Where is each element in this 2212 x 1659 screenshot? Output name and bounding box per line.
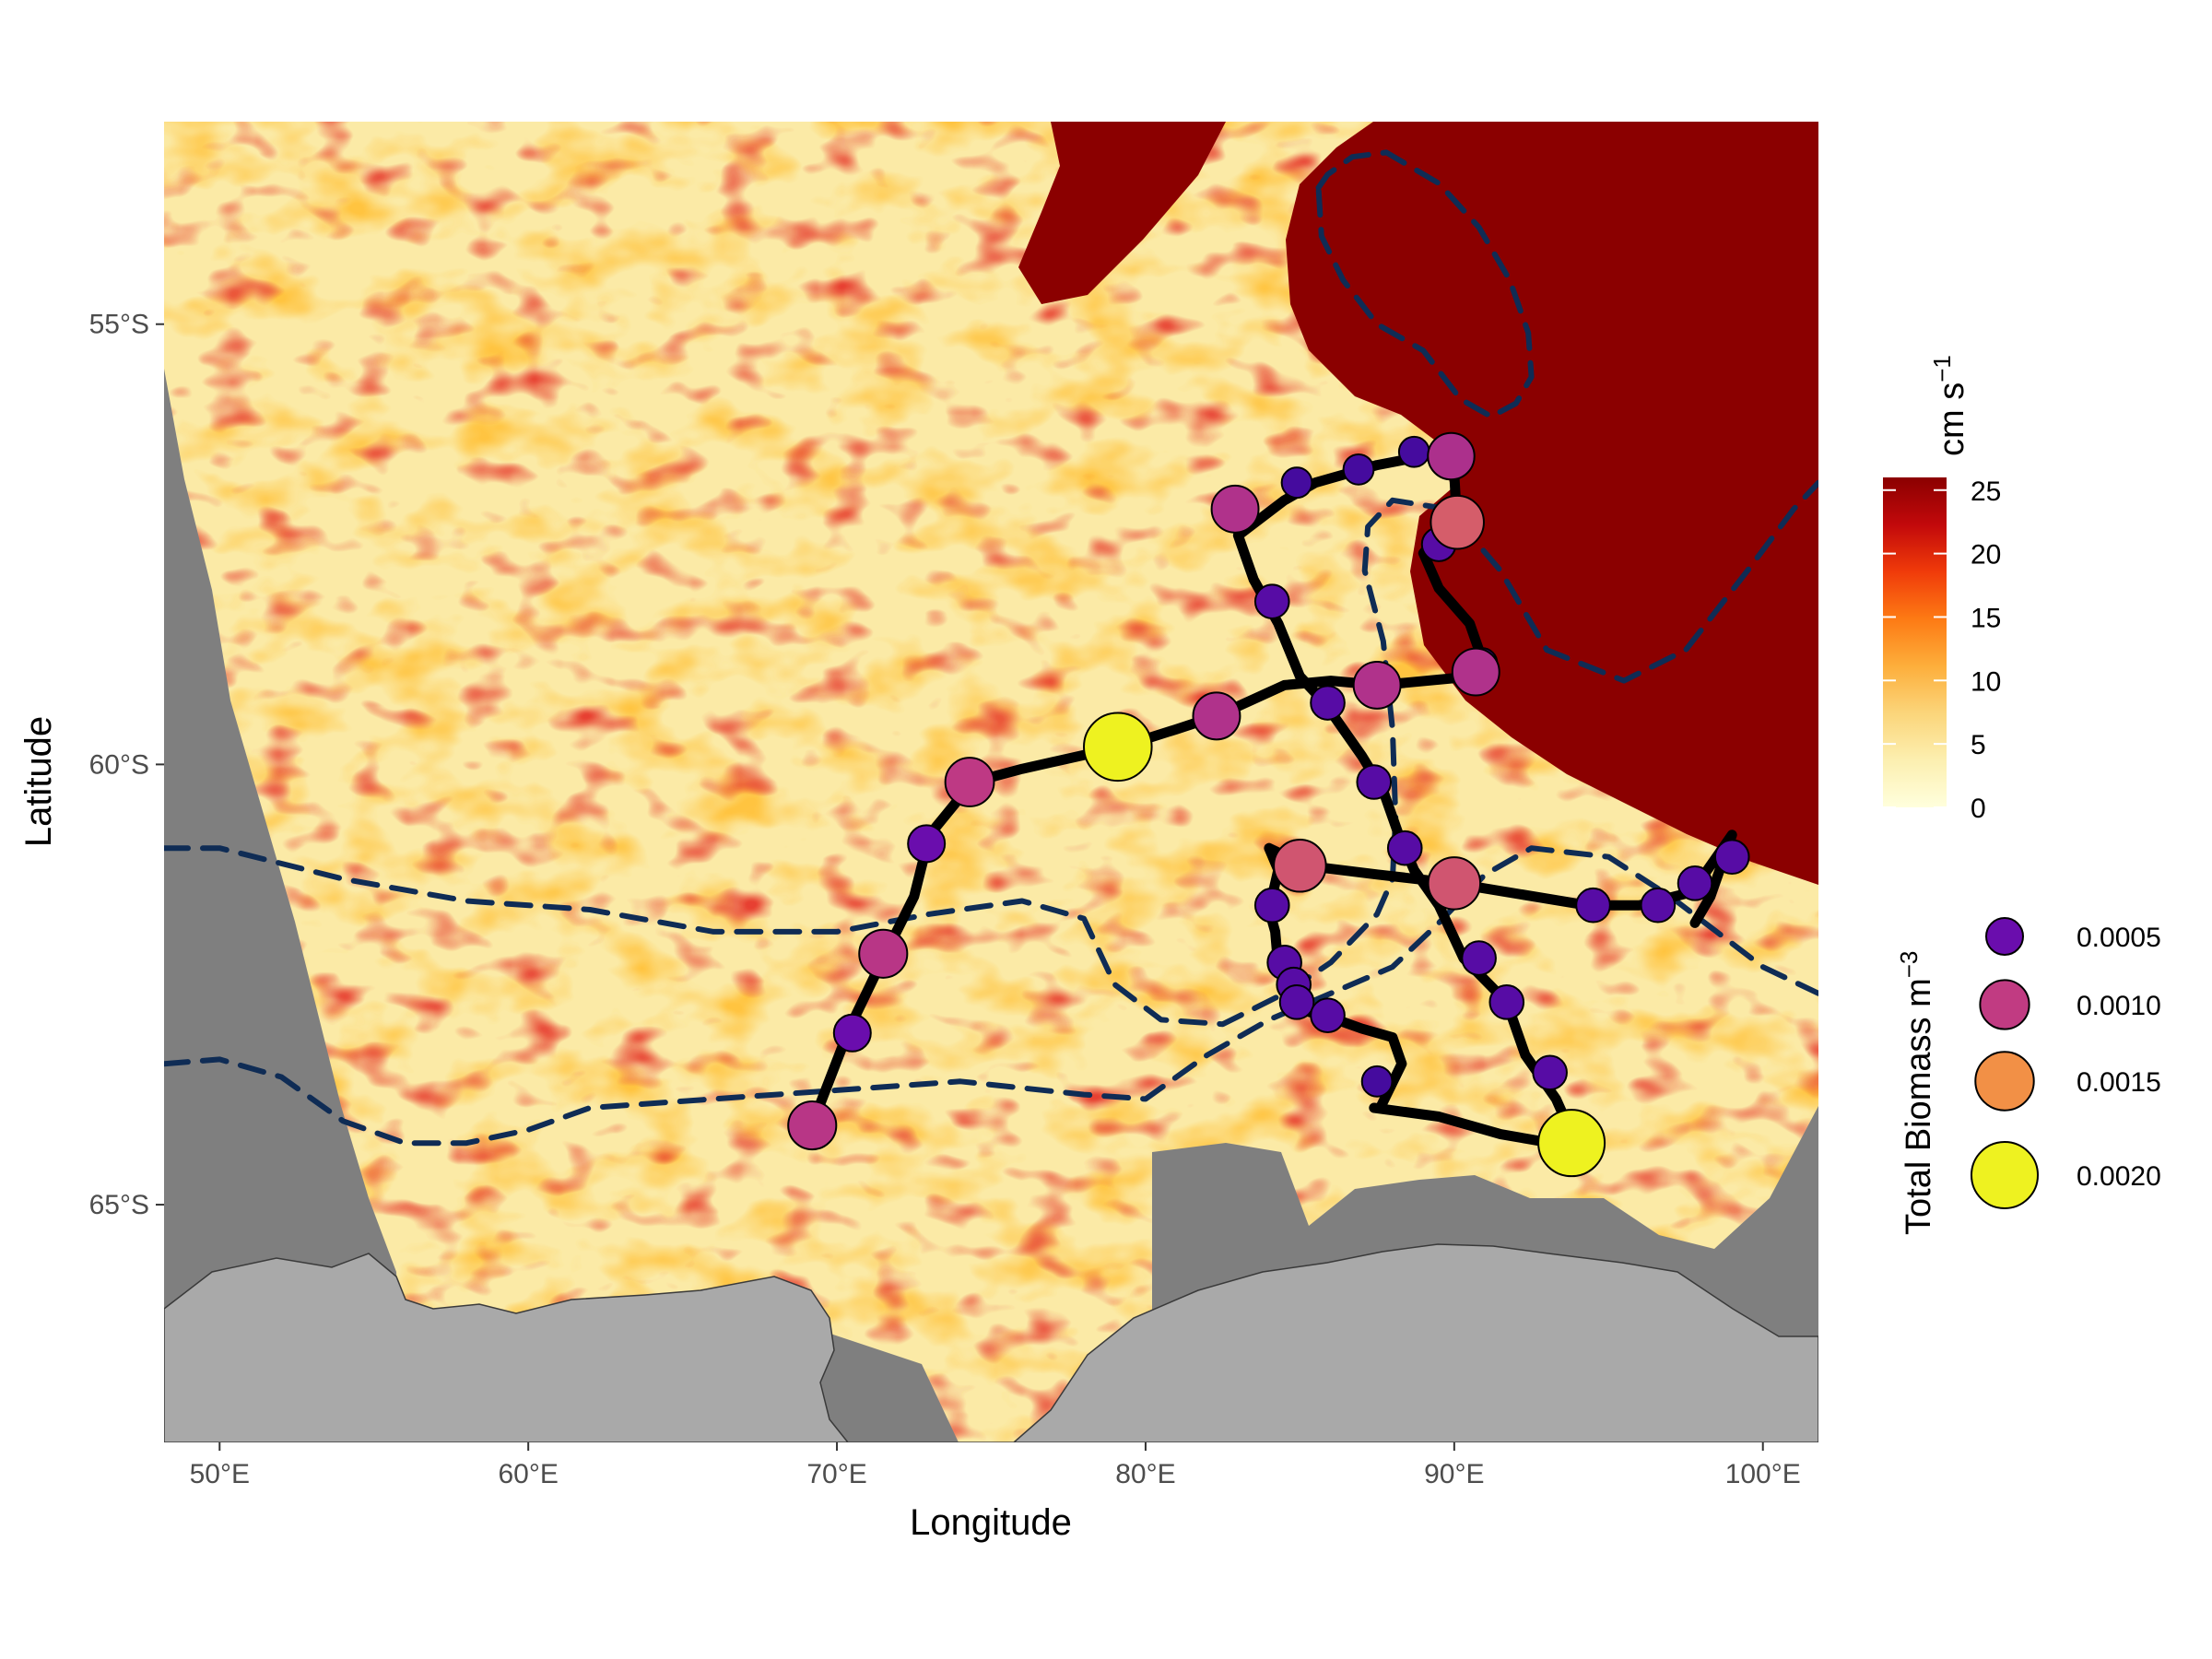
high-speed-region-east <box>1286 122 1818 885</box>
front-line-3 <box>1315 149 1535 419</box>
stations-layer <box>787 431 1750 1178</box>
ocean-mask-west <box>164 369 406 1442</box>
size-legend-label-1: 0.0010 <box>2077 991 2161 1021</box>
colorbar-tick-label-2: 10 <box>1971 666 2001 697</box>
station-point-9 <box>1356 764 1393 800</box>
station-point-12 <box>1461 940 1497 976</box>
station-point-36 <box>1537 1109 1606 1178</box>
biomass-size-legend: Total Biomass m−3 0.00050.00100.00150.00… <box>1895 917 2161 1235</box>
station-point-17 <box>1310 997 1346 1033</box>
station-point-13 <box>1488 984 1525 1020</box>
size-legend-label-3: 0.0020 <box>2077 1161 2161 1192</box>
station-point-31 <box>858 928 909 979</box>
station-point-20 <box>1640 887 1677 924</box>
station-point-33 <box>1273 838 1327 893</box>
colorbar-title: cm s−1 <box>1928 355 1971 456</box>
station-point-32 <box>944 757 995 807</box>
station-point-1 <box>1397 435 1430 468</box>
x-tick-label-2: 70°E <box>806 1459 866 1489</box>
colorbar-title-main: cm s <box>1933 382 1971 456</box>
station-point-37 <box>1083 712 1153 782</box>
x-tick-label-1: 60°E <box>498 1459 558 1489</box>
station-point-16 <box>1278 984 1315 1020</box>
station-point-30 <box>787 1100 838 1151</box>
y-tick-label-1: 60°S <box>89 749 149 780</box>
station-point-18 <box>1532 1054 1568 1091</box>
high-speed-region-north <box>1018 122 1226 304</box>
station-point-8 <box>1253 583 1290 619</box>
station-point-19 <box>1575 887 1611 924</box>
y-tick-label-0: 55°S <box>89 310 149 340</box>
colorbar-tick-label-3: 15 <box>1971 603 2001 633</box>
front-line-1 <box>164 479 1818 1028</box>
x-axis-title: Longitude <box>910 1502 1072 1543</box>
map-panel <box>164 122 1818 1442</box>
station-point-27 <box>1352 660 1402 710</box>
size-legend-title-exponent: −3 <box>1895 951 1923 979</box>
size-legend-swatch-0 <box>1985 917 2024 956</box>
size-legend-entries: 0.0005 0.0010 0.0015 0.0020 <box>1971 917 2161 1209</box>
colorbar-gradient <box>1883 477 1947 807</box>
station-point-2 <box>1342 453 1375 486</box>
station-point-34 <box>1427 856 1482 911</box>
size-legend-swatch-2 <box>1974 1051 2035 1112</box>
colorbar-tick-label-4: 20 <box>1971 540 2001 571</box>
x-axis: 50°E 60°E 70°E 80°E 90°E 100°E <box>190 1442 1801 1489</box>
station-point-4 <box>1360 1065 1394 1098</box>
x-tick-label-5: 100°E <box>1725 1459 1801 1489</box>
colorbar-tick-label-5: 25 <box>1971 477 2001 507</box>
size-legend-label-2: 0.0015 <box>2077 1067 2161 1098</box>
size-legend-label-0: 0.0005 <box>2077 923 2161 953</box>
station-point-21 <box>1677 865 1713 901</box>
colorbar-tick-label-1: 5 <box>1971 730 1986 760</box>
x-tick-label-4: 90°E <box>1424 1459 1484 1489</box>
station-point-25 <box>1427 431 1476 481</box>
station-point-3 <box>1280 466 1313 500</box>
x-tick-label-3: 80°E <box>1115 1459 1175 1489</box>
speed-colorbar: cm s−1 0 5 10 15 20 25 <box>1883 355 2001 824</box>
station-point-10 <box>1386 830 1423 866</box>
size-legend-title: Total Biomass m−3 <box>1895 951 1938 1235</box>
station-point-24 <box>907 824 947 864</box>
front-line-2 <box>164 845 1818 1147</box>
station-point-11 <box>1253 887 1290 924</box>
colorbar-title-exponent: −1 <box>1928 355 1956 382</box>
fronts-layer <box>164 149 1818 1147</box>
station-point-29 <box>1210 484 1260 534</box>
antarctic-landmass <box>164 1243 1818 1442</box>
x-tick-label-0: 50°E <box>190 1459 250 1489</box>
station-point-28 <box>1451 647 1500 697</box>
size-legend-title-main: Total Biomass m <box>1900 978 1938 1235</box>
colorbar-ticks: 0 5 10 15 20 25 <box>1883 477 2001 824</box>
size-legend-swatch-1 <box>1979 979 2030 1030</box>
y-tick-label-2: 65°S <box>89 1190 149 1220</box>
station-point-22 <box>1713 839 1750 876</box>
station-point-6 <box>1310 685 1346 721</box>
station-point-35 <box>1430 494 1485 550</box>
y-axis: 55°S 60°S 65°S <box>89 310 164 1220</box>
station-point-26 <box>1192 691 1241 741</box>
ocean-mask-mid <box>811 1327 959 1442</box>
colorbar-tick-label-0: 0 <box>1971 794 1986 824</box>
station-point-23 <box>832 1013 872 1053</box>
y-axis-title: Latitude <box>18 716 59 847</box>
size-legend-swatch-3 <box>1971 1141 2039 1209</box>
